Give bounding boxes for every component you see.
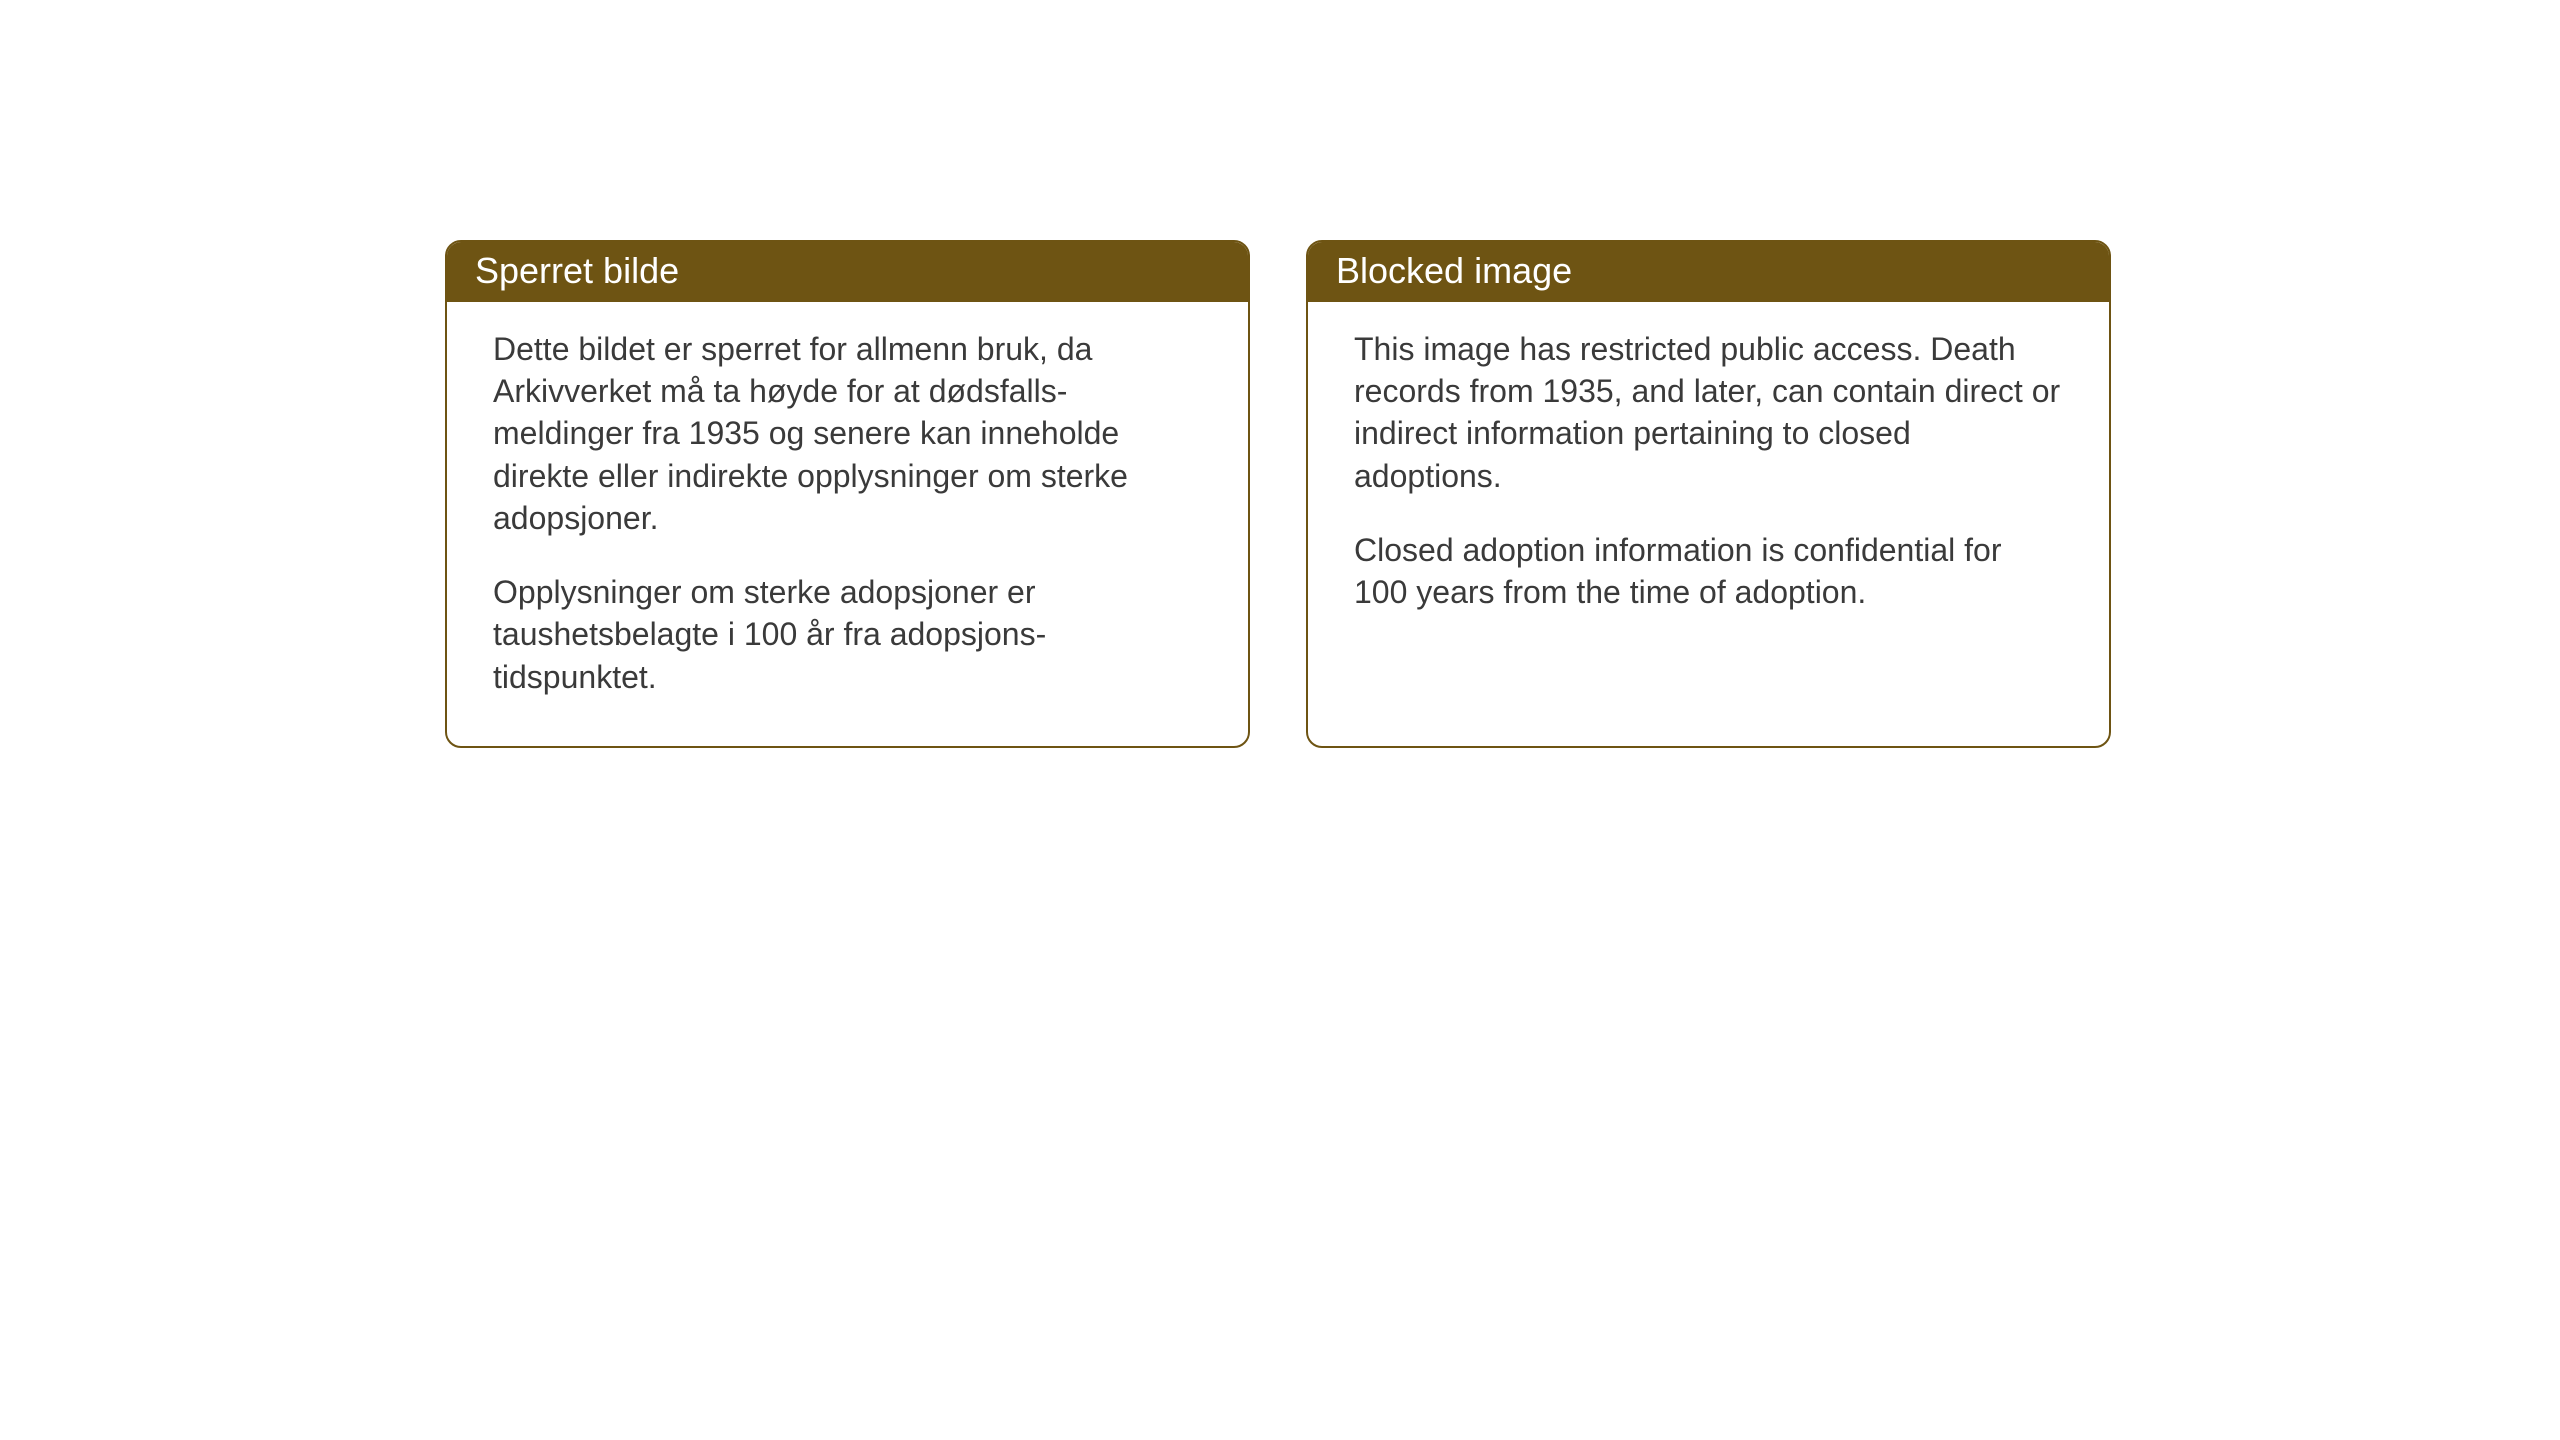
card-english: Blocked image This image has restricted … xyxy=(1306,240,2111,748)
card-english-body: This image has restricted public access.… xyxy=(1308,302,2109,649)
card-norwegian-body: Dette bildet er sperret for allmenn bruk… xyxy=(447,302,1248,734)
card-english-paragraph-1: This image has restricted public access.… xyxy=(1354,328,2063,497)
card-norwegian-header: Sperret bilde xyxy=(447,242,1248,302)
cards-container: Sperret bilde Dette bildet er sperret fo… xyxy=(445,240,2111,748)
card-english-header: Blocked image xyxy=(1308,242,2109,302)
card-norwegian: Sperret bilde Dette bildet er sperret fo… xyxy=(445,240,1250,748)
card-norwegian-paragraph-2: Opplysninger om sterke adopsjoner er tau… xyxy=(493,571,1202,698)
card-norwegian-title: Sperret bilde xyxy=(475,250,679,291)
card-norwegian-paragraph-1: Dette bildet er sperret for allmenn bruk… xyxy=(493,328,1202,539)
card-english-paragraph-2: Closed adoption information is confident… xyxy=(1354,529,2063,613)
card-english-title: Blocked image xyxy=(1336,250,1572,291)
